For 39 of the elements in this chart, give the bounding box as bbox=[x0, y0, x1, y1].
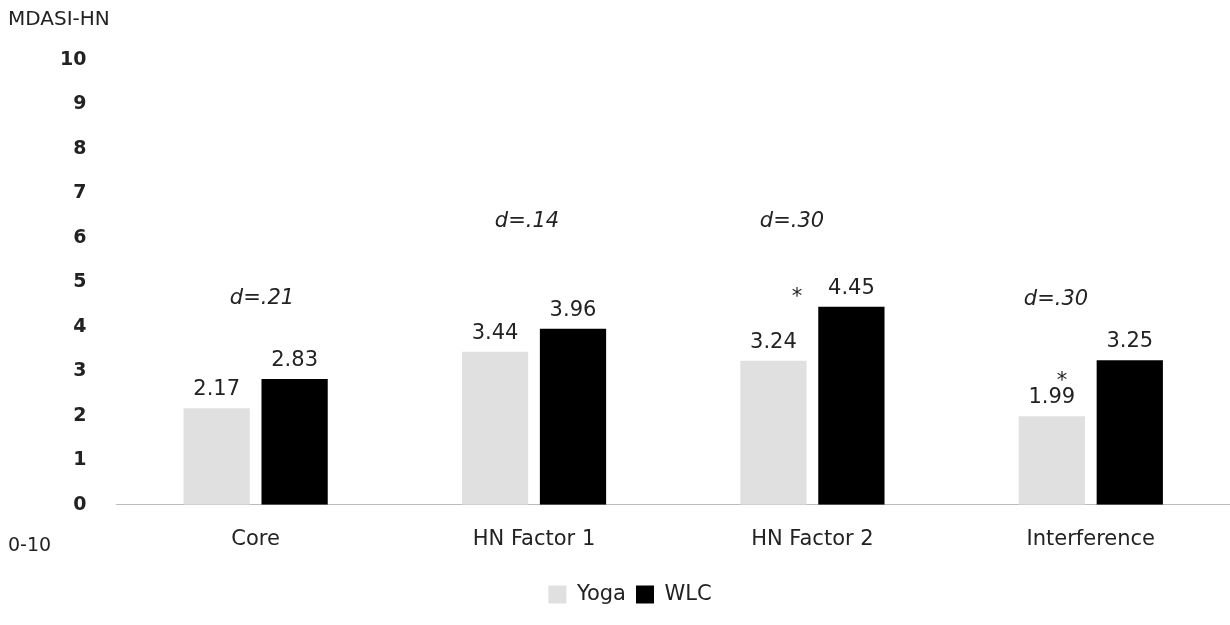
data-label: 3.44 bbox=[471, 319, 519, 344]
y-tick-label: 0 bbox=[73, 491, 87, 514]
y-tick-label: 5 bbox=[73, 269, 87, 292]
data-label: 3.96 bbox=[549, 296, 597, 321]
bar bbox=[1096, 360, 1163, 505]
data-label: 2.83 bbox=[271, 346, 318, 371]
y-tick-label: 1 bbox=[73, 447, 87, 470]
y-tick-label: 2 bbox=[73, 402, 87, 425]
bar bbox=[183, 408, 250, 505]
y-tick-label: 9 bbox=[73, 91, 87, 114]
y-tick-label: 4 bbox=[73, 313, 87, 336]
bar bbox=[1018, 416, 1085, 505]
x-tick-label: HN Factor 2 bbox=[751, 525, 874, 550]
bar bbox=[261, 378, 328, 505]
data-label: 4.45 bbox=[828, 274, 875, 299]
data-label: 2.17 bbox=[193, 376, 241, 401]
annotation: * bbox=[791, 284, 803, 308]
legend-label: WLC bbox=[664, 580, 712, 605]
legend-label: Yoga bbox=[575, 580, 626, 605]
annotation: d=.30 bbox=[759, 208, 825, 232]
x-tick-label: HN Factor 1 bbox=[472, 525, 596, 550]
y-tick-label: 10 bbox=[59, 46, 87, 69]
bar bbox=[740, 360, 807, 505]
annotation: d=.21 bbox=[229, 285, 295, 309]
y-tick-label: 8 bbox=[73, 135, 87, 158]
annotation: d=.30 bbox=[1023, 286, 1089, 310]
x-tick-label: Core bbox=[231, 525, 280, 550]
y-tick-label: 7 bbox=[73, 180, 87, 203]
bar bbox=[818, 306, 885, 505]
y-axis-title: MDASI-HN bbox=[8, 6, 110, 30]
annotation: d=.14 bbox=[494, 208, 560, 232]
data-label: 3.25 bbox=[1106, 328, 1154, 353]
data-label: 3.24 bbox=[750, 328, 797, 353]
text: 0-10 bbox=[8, 533, 52, 555]
bar bbox=[539, 328, 607, 505]
x-tick-label: Interference bbox=[1026, 525, 1156, 550]
y-tick-label: 6 bbox=[73, 224, 87, 247]
bar bbox=[461, 351, 529, 505]
y-tick-label: 3 bbox=[73, 358, 87, 381]
